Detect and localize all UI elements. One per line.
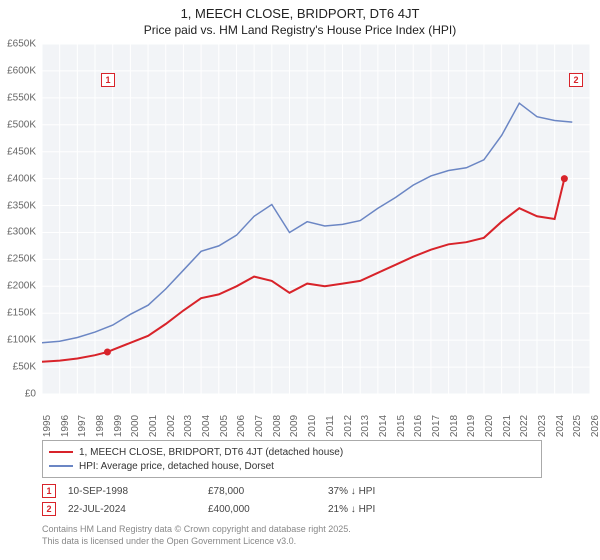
- x-tick-label: 2003: [183, 415, 194, 437]
- marker-row: 1 10-SEP-1998£78,00037% ↓ HPI: [42, 482, 562, 500]
- legend-row: 1, MEECH CLOSE, BRIDPORT, DT6 4JT (detac…: [49, 445, 535, 459]
- x-tick-label: 2002: [166, 415, 177, 437]
- x-tick-label: 1996: [60, 415, 71, 437]
- legend-row: HPI: Average price, detached house, Dors…: [49, 459, 535, 473]
- y-axis-labels: £0£50K£100K£150K£200K£250K£300K£350K£400…: [0, 44, 40, 394]
- titles: 1, MEECH CLOSE, BRIDPORT, DT6 4JT Price …: [0, 0, 600, 37]
- legend-label: 1, MEECH CLOSE, BRIDPORT, DT6 4JT (detac…: [79, 447, 343, 458]
- legend: 1, MEECH CLOSE, BRIDPORT, DT6 4JT (detac…: [42, 440, 542, 478]
- marker-date: 10-SEP-1998: [68, 486, 208, 497]
- x-tick-label: 2010: [307, 415, 318, 437]
- y-tick-label: £250K: [7, 254, 36, 265]
- chart-marker-2: 2: [569, 73, 583, 87]
- y-tick-label: £300K: [7, 227, 36, 238]
- y-tick-label: £600K: [7, 65, 36, 76]
- x-tick-label: 2025: [572, 415, 583, 437]
- x-tick-label: 2015: [396, 415, 407, 437]
- x-tick-label: 2008: [272, 415, 283, 437]
- x-tick-label: 2011: [325, 415, 336, 437]
- y-tick-label: £500K: [7, 119, 36, 130]
- chart-area: 12: [42, 44, 590, 394]
- y-tick-label: £450K: [7, 146, 36, 157]
- title-sub: Price paid vs. HM Land Registry's House …: [0, 23, 600, 37]
- y-tick-label: £200K: [7, 281, 36, 292]
- y-tick-label: £400K: [7, 173, 36, 184]
- marker-price: £78,000: [208, 486, 328, 497]
- marker-row: 2 22-JUL-2024£400,00021% ↓ HPI: [42, 500, 562, 518]
- x-axis-labels: 1995 1996 1997 1998 1999 2000 2001 2002 2003 2004…: [42, 398, 590, 438]
- x-tick-label: 2009: [289, 415, 300, 437]
- x-tick-label: 2006: [236, 415, 247, 437]
- x-tick-label: 2019: [466, 415, 477, 437]
- y-tick-label: £0: [25, 389, 36, 400]
- x-tick-label: 1995: [42, 415, 53, 437]
- footer-line2: This data is licensed under the Open Gov…: [42, 536, 351, 548]
- y-tick-label: £650K: [7, 39, 36, 50]
- x-tick-label: 2000: [130, 415, 141, 437]
- y-tick-label: £150K: [7, 308, 36, 319]
- y-tick-label: £550K: [7, 92, 36, 103]
- y-tick-label: £100K: [7, 335, 36, 346]
- chart-svg: [42, 44, 590, 394]
- marker-date: 22-JUL-2024: [68, 504, 208, 515]
- x-tick-label: 1997: [77, 415, 88, 437]
- y-tick-label: £350K: [7, 200, 36, 211]
- footer-line1: Contains HM Land Registry data © Crown c…: [42, 524, 351, 536]
- x-tick-label: 2004: [201, 415, 212, 437]
- chart-container: 1, MEECH CLOSE, BRIDPORT, DT6 4JT Price …: [0, 0, 600, 560]
- x-tick-label: 2016: [413, 415, 424, 437]
- chart-marker-1: 1: [101, 73, 115, 87]
- legend-label: HPI: Average price, detached house, Dors…: [79, 461, 274, 472]
- y-tick-label: £50K: [13, 362, 36, 373]
- x-tick-label: 2007: [254, 415, 265, 437]
- x-tick-label: 1998: [95, 415, 106, 437]
- legend-swatch: [49, 451, 73, 453]
- x-tick-label: 2012: [343, 415, 354, 437]
- x-tick-label: 2023: [537, 415, 548, 437]
- marker-box: 1: [42, 484, 56, 498]
- x-tick-label: 1999: [113, 415, 124, 437]
- x-tick-label: 2022: [519, 415, 530, 437]
- title-main: 1, MEECH CLOSE, BRIDPORT, DT6 4JT: [0, 6, 600, 21]
- marker-diff: 37% ↓ HPI: [328, 486, 375, 497]
- markers-table: 1 10-SEP-1998£78,00037% ↓ HPI 2 22-JUL-2024…: [42, 482, 562, 518]
- marker-box: 2: [42, 502, 56, 516]
- x-tick-label: 2013: [360, 415, 371, 437]
- x-tick-label: 2001: [148, 415, 159, 437]
- x-tick-label: 2026: [590, 415, 600, 437]
- x-tick-label: 2014: [378, 415, 389, 437]
- x-tick-label: 2024: [555, 415, 566, 437]
- footer: Contains HM Land Registry data © Crown c…: [42, 524, 351, 547]
- x-tick-label: 2021: [502, 415, 513, 437]
- x-tick-label: 2020: [484, 415, 495, 437]
- x-tick-label: 2018: [449, 415, 460, 437]
- marker-price: £400,000: [208, 504, 328, 515]
- x-tick-label: 2005: [219, 415, 230, 437]
- marker-diff: 21% ↓ HPI: [328, 504, 375, 515]
- x-tick-label: 2017: [431, 415, 442, 437]
- legend-swatch: [49, 465, 73, 467]
